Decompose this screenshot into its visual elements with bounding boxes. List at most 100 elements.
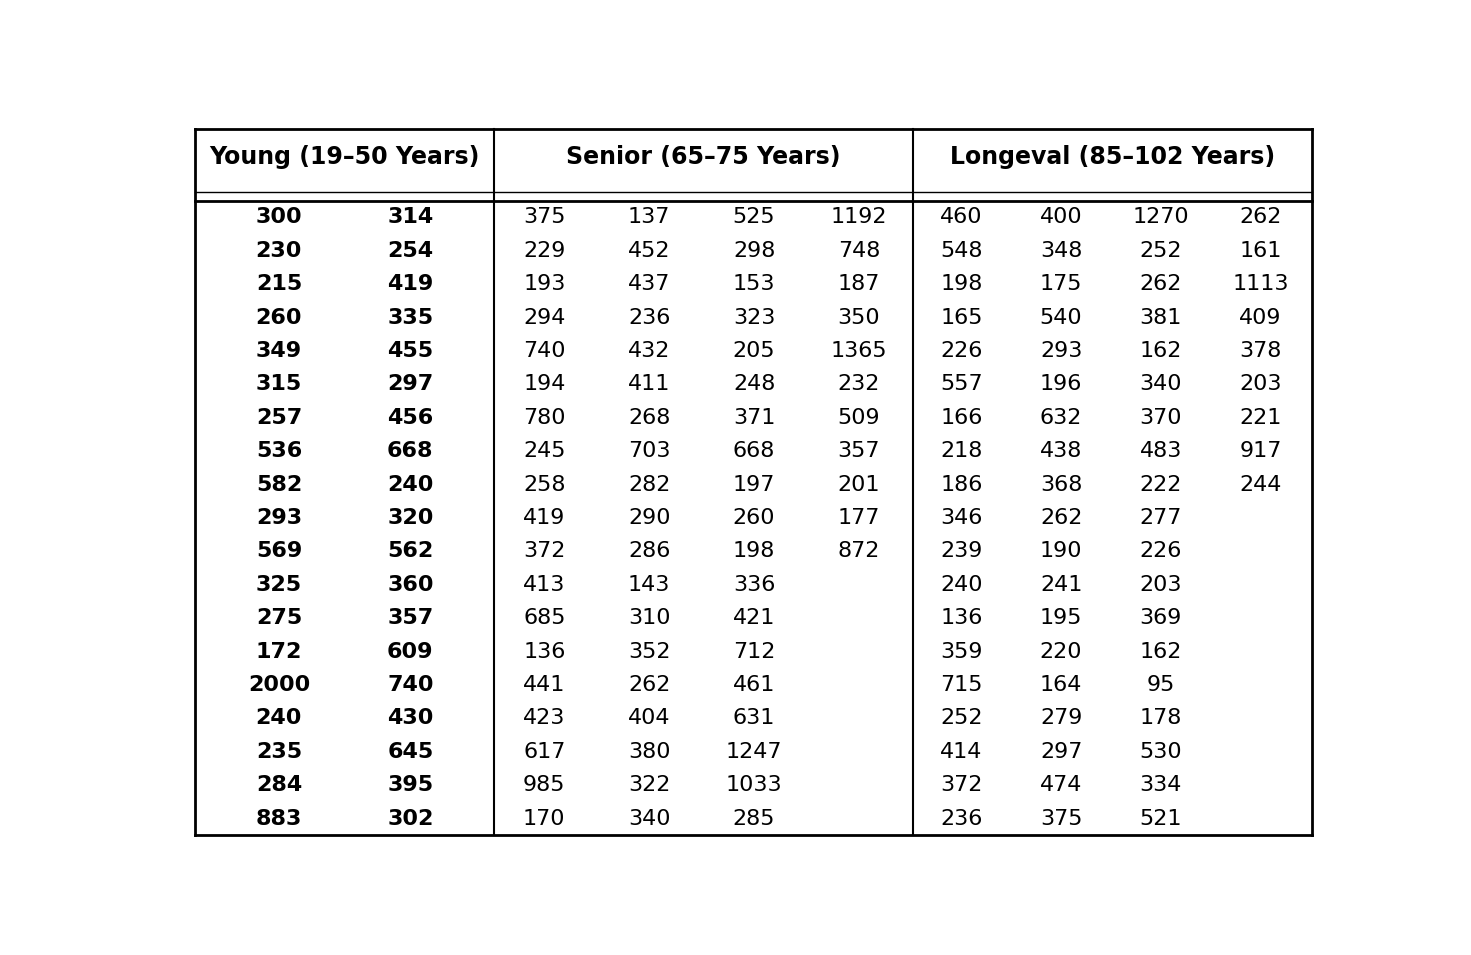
Text: 241: 241 [1040, 575, 1083, 595]
Text: 226: 226 [1140, 541, 1183, 562]
Text: 95: 95 [1147, 675, 1175, 695]
Text: 372: 372 [940, 775, 983, 796]
Text: 322: 322 [628, 775, 671, 796]
Text: 257: 257 [256, 408, 302, 428]
Text: 1033: 1033 [725, 775, 783, 796]
Text: 203: 203 [1140, 575, 1183, 595]
Text: 509: 509 [837, 408, 880, 428]
Text: 136: 136 [524, 642, 565, 662]
Text: 222: 222 [1140, 475, 1183, 495]
Text: 187: 187 [838, 274, 880, 294]
Text: 190: 190 [1040, 541, 1083, 562]
Text: 557: 557 [940, 374, 983, 394]
Text: 483: 483 [1140, 441, 1183, 461]
Text: 220: 220 [1040, 642, 1083, 662]
Text: 203: 203 [1240, 374, 1281, 394]
Text: 258: 258 [524, 475, 565, 495]
Text: 268: 268 [628, 408, 671, 428]
Text: 645: 645 [387, 742, 434, 762]
Text: 236: 236 [628, 308, 671, 328]
Text: 153: 153 [733, 274, 775, 294]
Text: 239: 239 [940, 541, 983, 562]
Text: 352: 352 [628, 642, 671, 662]
Text: 452: 452 [628, 241, 671, 261]
Text: 196: 196 [1040, 374, 1083, 394]
Text: 375: 375 [1040, 809, 1083, 829]
Text: 164: 164 [1040, 675, 1083, 695]
Text: 419: 419 [387, 274, 434, 294]
Text: 229: 229 [524, 241, 565, 261]
Text: 2000: 2000 [247, 675, 310, 695]
Text: 254: 254 [387, 241, 434, 261]
Text: 548: 548 [940, 241, 983, 261]
Text: 340: 340 [1140, 374, 1183, 394]
Text: 413: 413 [524, 575, 565, 595]
Text: 536: 536 [256, 441, 302, 461]
Text: 193: 193 [524, 274, 565, 294]
Text: 162: 162 [1140, 642, 1183, 662]
Text: 456: 456 [387, 408, 434, 428]
Text: 370: 370 [1140, 408, 1183, 428]
Text: 285: 285 [733, 809, 775, 829]
Text: Senior (65–75 Years): Senior (65–75 Years) [566, 145, 841, 169]
Text: 395: 395 [387, 775, 434, 796]
Text: 609: 609 [387, 642, 434, 662]
Text: 703: 703 [628, 441, 671, 461]
Text: 748: 748 [838, 241, 880, 261]
Text: 294: 294 [524, 308, 565, 328]
Text: 985: 985 [524, 775, 565, 796]
Text: 143: 143 [628, 575, 671, 595]
Text: 165: 165 [940, 308, 983, 328]
Text: 540: 540 [1040, 308, 1083, 328]
Text: 668: 668 [387, 441, 434, 461]
Text: 221: 221 [1240, 408, 1281, 428]
Text: 197: 197 [733, 475, 775, 495]
Text: 186: 186 [940, 475, 983, 495]
Text: 323: 323 [733, 308, 775, 328]
Text: 1192: 1192 [831, 207, 887, 227]
Text: 310: 310 [628, 608, 671, 628]
Text: 369: 369 [1140, 608, 1183, 628]
Text: 320: 320 [387, 508, 434, 528]
Text: 441: 441 [524, 675, 565, 695]
Text: 178: 178 [1140, 709, 1183, 729]
Text: 631: 631 [733, 709, 775, 729]
Text: 245: 245 [524, 441, 565, 461]
Text: 375: 375 [524, 207, 565, 227]
Text: 262: 262 [1140, 274, 1183, 294]
Text: 685: 685 [524, 608, 565, 628]
Text: 298: 298 [733, 241, 775, 261]
Text: 230: 230 [256, 241, 302, 261]
Text: 430: 430 [387, 709, 434, 729]
Text: 314: 314 [387, 207, 434, 227]
Text: 917: 917 [1240, 441, 1281, 461]
Text: 172: 172 [256, 642, 302, 662]
Text: 262: 262 [628, 675, 671, 695]
Text: 437: 437 [628, 274, 671, 294]
Text: 218: 218 [940, 441, 983, 461]
Text: 282: 282 [628, 475, 671, 495]
Text: 290: 290 [628, 508, 671, 528]
Text: 166: 166 [940, 408, 983, 428]
Text: 170: 170 [524, 809, 565, 829]
Text: 346: 346 [940, 508, 983, 528]
Text: 284: 284 [256, 775, 302, 796]
Text: 293: 293 [256, 508, 302, 528]
Text: 419: 419 [524, 508, 565, 528]
Text: 277: 277 [1140, 508, 1183, 528]
Text: 350: 350 [837, 308, 880, 328]
Text: 262: 262 [1040, 508, 1083, 528]
Text: 357: 357 [837, 441, 880, 461]
Text: 455: 455 [387, 341, 434, 361]
Text: 712: 712 [733, 642, 775, 662]
Text: 201: 201 [837, 475, 880, 495]
Text: 175: 175 [1040, 274, 1083, 294]
Text: 315: 315 [256, 374, 302, 394]
Text: 248: 248 [733, 374, 775, 394]
Text: 334: 334 [1140, 775, 1183, 796]
Text: 349: 349 [256, 341, 302, 361]
Text: 632: 632 [1040, 408, 1083, 428]
Text: 368: 368 [1040, 475, 1083, 495]
Text: 562: 562 [387, 541, 434, 562]
Text: 421: 421 [733, 608, 775, 628]
